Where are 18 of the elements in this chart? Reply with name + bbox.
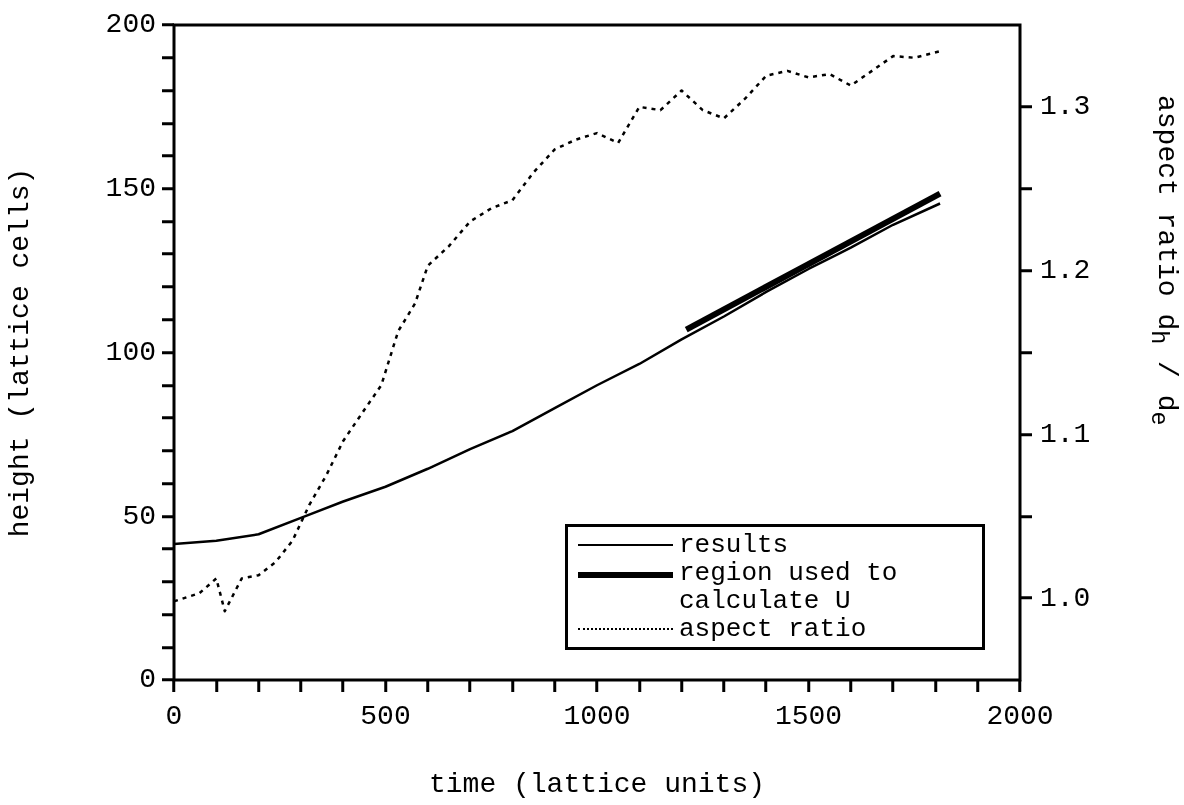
y-tick-label: 0 [139, 664, 156, 696]
y-tick-label: 50 [122, 500, 156, 532]
y-tick-label: 150 [105, 173, 156, 205]
legend-label: results [679, 530, 789, 560]
y-tick-label: 200 [105, 9, 156, 41]
x-tick-label: 1500 [774, 701, 843, 733]
y2-tick-label: 1.0 [1040, 582, 1091, 614]
legend-label: aspect ratio [679, 614, 867, 644]
y-tick-label: 100 [105, 336, 156, 368]
x-tick-label: 1000 [563, 701, 631, 733]
x-tick-label: 0 [165, 701, 183, 733]
y-axis-title: height (lattice cells) [5, 167, 37, 538]
x-axis-title: time (lattice units) [428, 768, 766, 800]
x-tick-label: 2000 [986, 701, 1054, 733]
y2-tick-label: 1.2 [1040, 255, 1091, 287]
y2-tick-label: 1.1 [1040, 418, 1091, 450]
y2-tick-label: 1.3 [1040, 91, 1091, 123]
x-tick-label: 500 [360, 701, 411, 733]
